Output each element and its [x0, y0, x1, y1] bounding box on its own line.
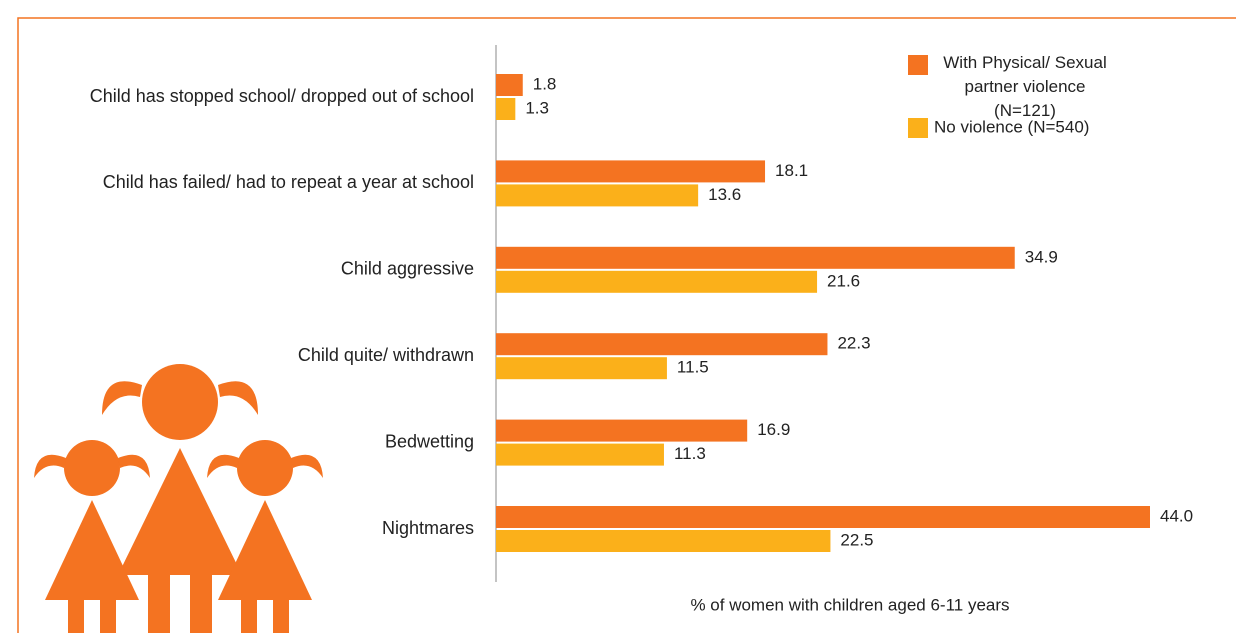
bar	[496, 74, 523, 96]
value-label: 1.8	[533, 74, 557, 93]
bar	[496, 184, 699, 207]
value-label: 11.3	[674, 444, 706, 463]
y-tick-label: Child quite/ withdrawn	[298, 345, 474, 365]
value-label: 44.0	[1160, 506, 1193, 525]
y-tick-label: Nightmares	[382, 518, 474, 538]
bar	[496, 98, 516, 120]
bar	[496, 357, 667, 380]
value-label: 18.1	[775, 161, 808, 180]
bar	[496, 443, 664, 466]
legend-label: With Physical/ Sexual partner violence (…	[943, 53, 1107, 120]
y-tick-label: Child aggressive	[341, 259, 474, 279]
bar	[496, 333, 828, 356]
value-label: 13.6	[708, 185, 741, 204]
legend-swatch	[908, 118, 928, 138]
y-tick-label: Child has failed/ had to repeat a year a…	[103, 172, 474, 192]
bar	[496, 419, 748, 442]
value-label: 11.5	[677, 358, 709, 377]
bar	[496, 270, 818, 293]
y-tick-label: Bedwetting	[385, 431, 474, 451]
legend-swatch	[908, 55, 928, 75]
value-label: 21.6	[827, 271, 860, 290]
children-icon	[34, 364, 323, 633]
bar	[496, 506, 1150, 528]
value-label: 22.5	[840, 530, 873, 549]
x-axis-label: % of women with children aged 6-11 years	[690, 595, 1009, 614]
bar	[496, 160, 766, 183]
value-label: 34.9	[1025, 247, 1058, 266]
bar	[496, 530, 831, 552]
value-label: 16.9	[757, 420, 790, 439]
legend-label: No violence (N=540)	[934, 117, 1089, 136]
bar	[496, 246, 1015, 269]
y-tick-label: Child has stopped school/ dropped out of…	[90, 86, 474, 106]
value-label: 22.3	[837, 334, 870, 353]
frame	[17, 17, 1236, 633]
value-label: 1.3	[525, 98, 549, 117]
